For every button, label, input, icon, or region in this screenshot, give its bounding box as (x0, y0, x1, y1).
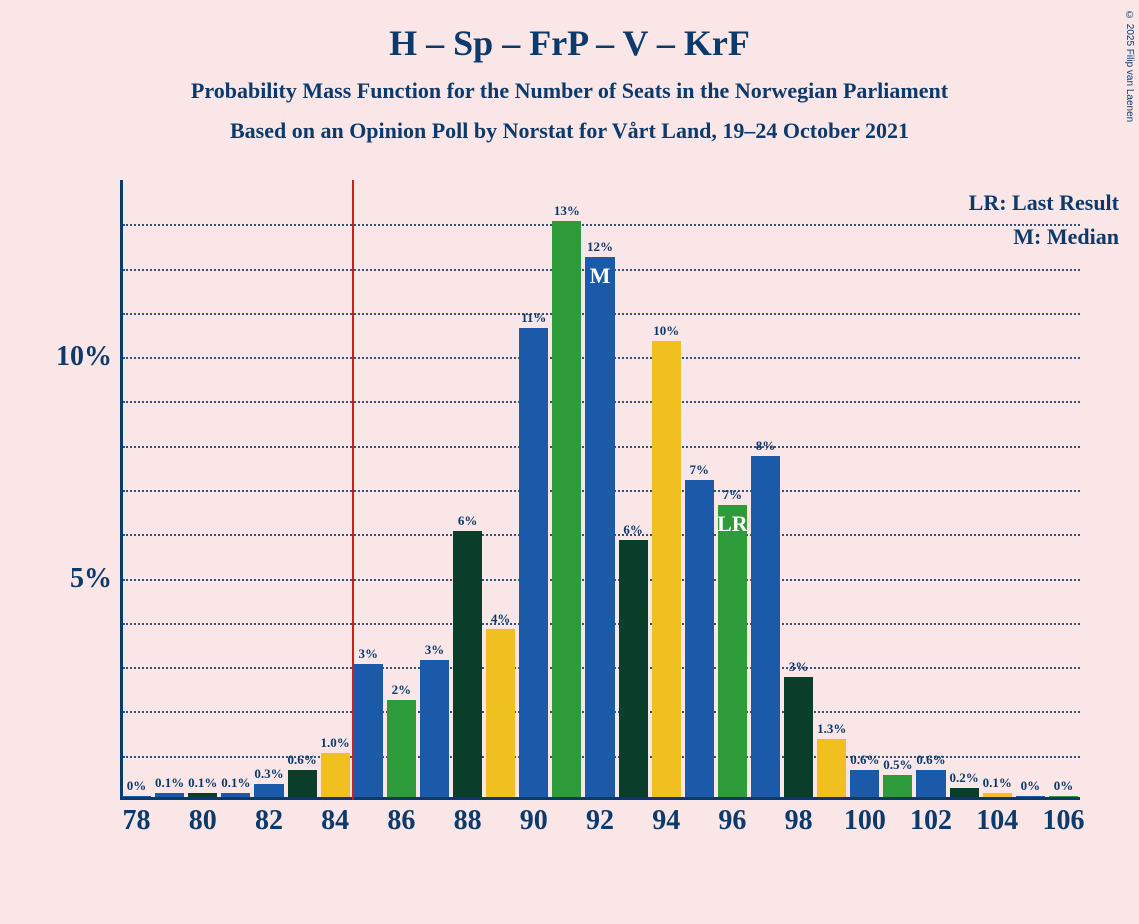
bar: 1.0% (321, 753, 350, 797)
bar: 7% (685, 480, 714, 797)
x-axis-label: 106 (1042, 805, 1084, 837)
bar-value-label: 0.3% (254, 766, 283, 784)
x-axis-label: 82 (255, 805, 283, 837)
bar: 3% (784, 677, 813, 797)
bar-value-label: 7% (690, 462, 710, 480)
x-axis-label: 104 (976, 805, 1018, 837)
bar-value-label: 3% (359, 646, 379, 664)
bar-value-label: 0.1% (155, 775, 184, 793)
x-axis-label: 78 (123, 805, 151, 837)
x-axis-label: 92 (586, 805, 614, 837)
bar-value-label: 6% (458, 513, 478, 531)
bar: 0.1% (155, 793, 184, 797)
bar-value-label: 11% (521, 310, 546, 328)
bar: 2% (387, 700, 416, 797)
bar-value-label: 3% (425, 642, 445, 660)
bar-value-label: 0.6% (287, 752, 316, 770)
bar: 3% (354, 664, 383, 797)
bar: 10% (652, 341, 681, 797)
grid-line (123, 224, 1080, 226)
last-result-marker: LR (717, 511, 748, 537)
bar: 13% (552, 221, 581, 797)
bar: 0.1% (188, 793, 217, 797)
x-axis-label: 90 (520, 805, 548, 837)
x-axis-label: 96 (718, 805, 746, 837)
bar: 0% (1016, 796, 1045, 797)
bar-value-label: 0.5% (883, 757, 912, 775)
bar-value-label: 2% (392, 682, 412, 700)
bar: 7%LR (718, 505, 747, 797)
bar: 12%M (585, 257, 614, 797)
x-axis-label: 86 (387, 805, 415, 837)
bar-value-label: 0.6% (916, 752, 945, 770)
median-marker: M (590, 263, 611, 289)
bar: 0.6% (288, 770, 317, 797)
bar: 0.6% (916, 770, 945, 797)
bar: 6% (453, 531, 482, 797)
y-axis-label: 5% (12, 563, 112, 595)
copyright-text: © 2025 Filip van Laenen (1124, 10, 1135, 122)
bar: 1.3% (817, 739, 846, 797)
bar-value-label: 6% (623, 522, 643, 540)
x-axis-label: 94 (652, 805, 680, 837)
bar: 8% (751, 456, 780, 797)
bar-value-label: 8% (756, 438, 776, 456)
bar: 3% (420, 660, 449, 797)
bar-value-label: 0% (1054, 778, 1074, 796)
x-axis-label: 98 (785, 805, 813, 837)
x-axis-label: 80 (189, 805, 217, 837)
bar: 0.1% (983, 793, 1012, 797)
bar: 0.3% (254, 784, 283, 797)
bar: 0.5% (883, 775, 912, 797)
bar-value-label: 0% (127, 778, 147, 796)
x-axis-label: 102 (910, 805, 952, 837)
chart-area: 5%10%78808284868890929496981001021041060… (120, 180, 1080, 800)
chart-subtitle-1: Probability Mass Function for the Number… (0, 78, 1139, 104)
chart-subtitle-2: Based on an Opinion Poll by Norstat for … (0, 118, 1139, 144)
bar: 6% (619, 540, 648, 797)
bar-value-label: 10% (653, 323, 679, 341)
bar-value-label: 12% (587, 239, 613, 257)
bar-value-label: 7% (723, 487, 743, 505)
bar: 11% (519, 328, 548, 797)
bar-value-label: 0.6% (850, 752, 879, 770)
bar-value-label: 1.3% (817, 721, 846, 739)
bar: 0.1% (221, 793, 250, 797)
bar-value-label: 13% (554, 203, 580, 221)
bar: 4% (486, 629, 515, 797)
bar: 0% (122, 796, 151, 797)
last-result-line (352, 180, 354, 800)
bar-value-label: 0.2% (950, 770, 979, 788)
bar-value-label: 0% (1021, 778, 1041, 796)
bar-value-label: 4% (491, 611, 511, 629)
bar: 0.2% (950, 788, 979, 797)
bar-value-label: 0.1% (221, 775, 250, 793)
bar-value-label: 3% (789, 659, 809, 677)
bar-value-label: 0.1% (188, 775, 217, 793)
x-axis-label: 84 (321, 805, 349, 837)
bar: 0% (1049, 796, 1078, 797)
x-axis-label: 88 (454, 805, 482, 837)
x-axis (120, 797, 1080, 800)
bar: 0.6% (850, 770, 879, 797)
bar-value-label: 1.0% (321, 735, 350, 753)
y-axis-label: 10% (12, 341, 112, 373)
x-axis-label: 100 (844, 805, 886, 837)
bar-value-label: 0.1% (983, 775, 1012, 793)
chart-title: H – Sp – FrP – V – KrF (0, 0, 1139, 64)
